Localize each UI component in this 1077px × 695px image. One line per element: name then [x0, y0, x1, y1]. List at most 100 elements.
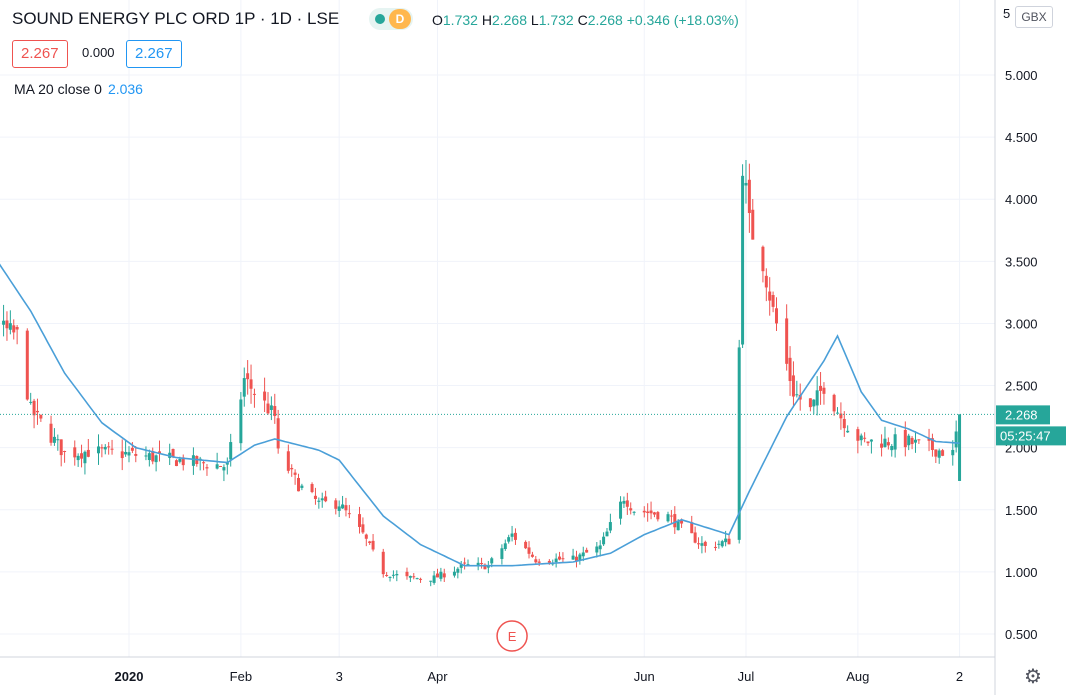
sell-button[interactable]: 2.267	[12, 40, 68, 68]
candle-body	[690, 522, 694, 534]
candle-body	[832, 394, 836, 412]
candle-body	[903, 430, 907, 448]
candle-body	[358, 514, 362, 527]
candle-body	[246, 373, 250, 380]
candle-body	[893, 434, 897, 450]
buy-button[interactable]: 2.267	[126, 40, 182, 68]
candle-body	[534, 559, 538, 563]
candle-body	[720, 541, 724, 547]
candle-body	[80, 453, 84, 459]
status-indicators[interactable]: D	[369, 8, 413, 30]
candle-body	[910, 437, 914, 445]
candle-body	[483, 564, 487, 570]
candle-body	[574, 556, 578, 562]
candle-body	[432, 575, 436, 583]
time-tick-label: Jun	[634, 669, 655, 684]
candle-body	[39, 414, 43, 419]
candle-body	[25, 330, 29, 400]
candle-body	[388, 576, 392, 578]
candle-body	[717, 543, 721, 545]
candle-body	[202, 462, 206, 464]
candle-body	[490, 558, 494, 564]
candle-body	[629, 508, 633, 511]
candle-body	[693, 532, 697, 543]
candle-body	[76, 455, 80, 461]
indicator-label: MA 20 close 0	[14, 81, 102, 97]
candle-body	[585, 549, 589, 553]
earnings-marker[interactable]: E	[496, 620, 528, 652]
low-label: L	[530, 12, 539, 28]
time-axis[interactable]: 2020 Feb 3 Apr Jun Jul Aug 2	[115, 669, 964, 684]
candle-body	[595, 546, 599, 553]
candle-body	[951, 449, 955, 456]
candle-body	[442, 573, 446, 578]
candle-body	[605, 531, 609, 537]
candle-body	[242, 378, 246, 397]
last-price-tag	[996, 405, 1050, 425]
candle-body	[273, 406, 277, 417]
candle-body	[669, 515, 673, 517]
candle-body	[300, 485, 304, 488]
candle-body	[134, 453, 138, 456]
interval-badge: D	[389, 9, 411, 29]
candle-body	[774, 308, 778, 324]
candle-body	[341, 504, 345, 509]
candle-body	[822, 387, 826, 394]
candle-body	[724, 538, 728, 543]
candle-body	[768, 291, 772, 301]
candle-body	[324, 496, 328, 502]
candle-body	[385, 575, 389, 577]
candle-body	[110, 448, 114, 450]
candle-body	[293, 472, 297, 475]
candle-body	[503, 543, 507, 549]
candle-body	[558, 556, 562, 560]
time-tick-label: 3	[336, 669, 343, 684]
open-value: 1.732	[442, 12, 478, 28]
candle-body	[747, 179, 751, 214]
candle-body	[419, 578, 423, 580]
close-label: C	[577, 12, 588, 28]
candle-body	[151, 451, 155, 462]
countdown-tag	[996, 426, 1066, 446]
candle-body	[673, 514, 677, 528]
time-tick-label: 2020	[115, 669, 144, 684]
high-label: H	[481, 12, 492, 28]
candle-body	[405, 571, 409, 577]
candle-body	[52, 436, 56, 443]
candle-body	[154, 455, 158, 463]
candle-body	[476, 562, 480, 566]
earnings-label: E	[508, 629, 517, 644]
candle-body	[222, 467, 226, 471]
ohlc-legend: O1.732 H2.268 L1.732 C2.268 +0.346 (+18.…	[432, 12, 739, 28]
candle-body	[737, 347, 741, 540]
spread-value: 0.000	[82, 45, 115, 60]
candle-body	[500, 548, 504, 559]
gear-icon[interactable]: ⚙	[1024, 666, 1042, 688]
candle-body	[819, 385, 823, 391]
candle-body	[59, 439, 63, 456]
currency-button[interactable]: GBX	[1015, 6, 1053, 28]
symbol-title[interactable]: SOUND ENERGY PLC ORD 1P · 1D · LSE	[12, 9, 340, 28]
candle-body	[524, 541, 528, 549]
candle-body	[127, 452, 131, 456]
candle-body	[5, 320, 9, 329]
candle-body	[581, 552, 585, 557]
candle-body	[320, 498, 324, 501]
candle-body	[219, 465, 223, 467]
candle-body	[859, 435, 863, 441]
price-tick-label: 4.500	[1005, 130, 1038, 145]
candle-body	[703, 541, 707, 546]
candle-body	[934, 449, 938, 457]
candle-body	[49, 423, 53, 443]
candle-body	[15, 326, 19, 330]
candle-body	[646, 511, 650, 514]
candle-body	[415, 578, 419, 580]
ma-20-line	[0, 263, 960, 567]
candle-body	[608, 522, 612, 531]
candle-body	[530, 554, 534, 557]
indicator-legend[interactable]: MA 20 close 0 2.036	[14, 81, 143, 97]
candle-body	[225, 462, 229, 465]
price-axis[interactable]: 0.5001.0001.5002.0002.5003.0003.5004.000…	[1005, 68, 1038, 642]
candle-body	[435, 573, 439, 578]
